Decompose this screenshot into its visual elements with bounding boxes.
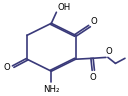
Text: OH: OH [57, 3, 70, 12]
Text: O: O [90, 73, 97, 82]
Text: O: O [105, 47, 112, 56]
Text: NH₂: NH₂ [43, 85, 60, 94]
Text: O: O [4, 63, 11, 72]
Text: O: O [90, 17, 97, 26]
